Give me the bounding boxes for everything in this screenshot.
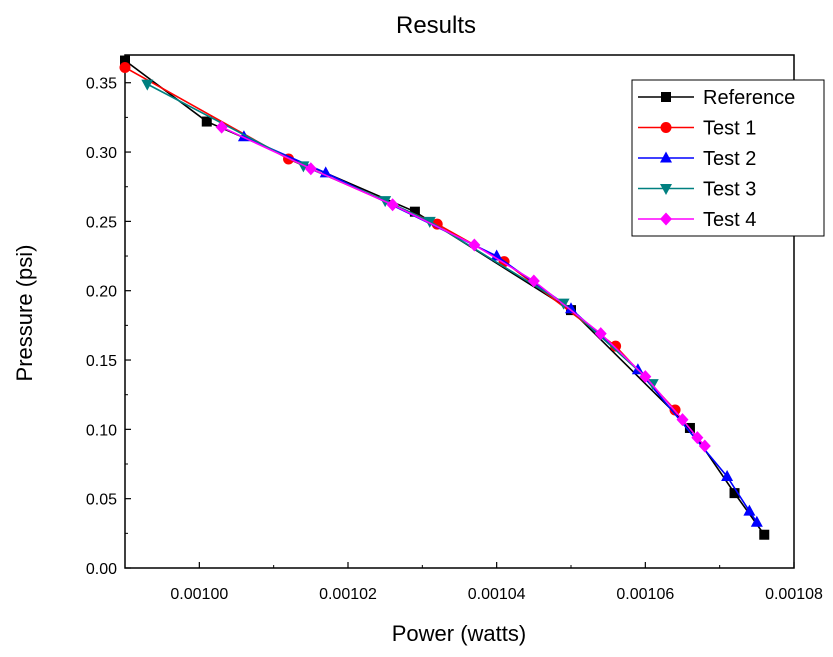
legend-label-test-2: Test 2 bbox=[703, 148, 756, 170]
x-axis: 0.00100 0.00102 0.00104 0.00106 0.00108 bbox=[170, 562, 823, 603]
legend: Reference Test 1 Test 2 Test 3 Test 4 bbox=[631, 79, 825, 237]
x-tick-label: 0.00102 bbox=[319, 586, 377, 603]
legend-marker-reference bbox=[661, 92, 671, 102]
y-axis: 0.00 0.05 0.10 0.15 0.20 0.25 0.30 0.35 bbox=[86, 76, 131, 578]
data-point-test-2 bbox=[721, 469, 734, 481]
x-tick-label: 0.00100 bbox=[170, 586, 228, 603]
y-tick-label: 0.25 bbox=[86, 214, 117, 231]
data-point-test-4 bbox=[594, 327, 607, 341]
x-axis-title: Power (watts) bbox=[392, 621, 526, 646]
data-point-test-2 bbox=[490, 249, 503, 261]
x-tick-label: 0.00104 bbox=[468, 586, 526, 603]
legend-item-test-3: Test 3 bbox=[638, 179, 756, 201]
y-tick-label: 0.10 bbox=[86, 422, 117, 439]
legend-item-reference: Reference bbox=[638, 87, 795, 109]
legend-label-test-4: Test 4 bbox=[703, 209, 756, 231]
data-point-test-1 bbox=[610, 340, 622, 352]
legend-item-test-1: Test 1 bbox=[638, 118, 756, 140]
data-point-reference bbox=[759, 529, 770, 540]
data-point-test-4 bbox=[468, 238, 481, 252]
legend-label-test-1: Test 1 bbox=[703, 118, 756, 140]
data-point-test-1 bbox=[119, 61, 131, 73]
legend-marker-test-2 bbox=[660, 151, 672, 163]
series-line-test-4 bbox=[221, 126, 706, 447]
data-point-test-4 bbox=[698, 439, 711, 453]
data-point-test-4 bbox=[676, 413, 689, 427]
legend-item-test-2: Test 2 bbox=[638, 148, 756, 170]
legend-marker-test-4 bbox=[660, 212, 672, 226]
chart-title: Results bbox=[396, 12, 476, 39]
legend-marker-test-3 bbox=[660, 184, 672, 195]
data-point-reference bbox=[729, 488, 740, 499]
data-point-test-2 bbox=[565, 302, 577, 314]
data-point-test-4 bbox=[527, 274, 540, 288]
plot-frame bbox=[124, 54, 795, 569]
y-tick-label: 0.05 bbox=[86, 492, 117, 509]
legend-label-test-3: Test 3 bbox=[703, 179, 756, 201]
data-point-test-4 bbox=[215, 120, 228, 134]
x-tick-label: 0.00108 bbox=[765, 586, 823, 603]
y-tick-label: 0.20 bbox=[86, 284, 117, 301]
data-point-test-4 bbox=[639, 370, 652, 384]
data-point-test-2 bbox=[743, 504, 756, 516]
legend-item-test-4: Test 4 bbox=[638, 209, 756, 231]
legend-label-reference: Reference bbox=[703, 87, 795, 109]
data-point-test-3 bbox=[141, 79, 154, 91]
series-test-1 bbox=[119, 61, 681, 416]
legend-marker-test-1 bbox=[660, 122, 672, 133]
y-tick-label: 0.00 bbox=[86, 561, 117, 578]
series-test-4 bbox=[215, 120, 711, 453]
data-point-reference bbox=[120, 55, 130, 66]
data-point-test-4 bbox=[386, 198, 399, 212]
y-axis-title: Pressure (psi) bbox=[12, 245, 37, 382]
data-point-test-4 bbox=[691, 431, 704, 445]
data-point-test-4 bbox=[304, 162, 317, 176]
data-point-reference bbox=[201, 116, 212, 127]
data-point-reference bbox=[409, 206, 420, 217]
y-tick-label: 0.35 bbox=[86, 76, 117, 93]
x-tick-label: 0.00106 bbox=[616, 586, 674, 603]
y-tick-label: 0.30 bbox=[86, 145, 117, 162]
data-point-test-2 bbox=[750, 515, 763, 527]
series-layer bbox=[119, 55, 770, 540]
y-tick-label: 0.15 bbox=[86, 353, 117, 370]
